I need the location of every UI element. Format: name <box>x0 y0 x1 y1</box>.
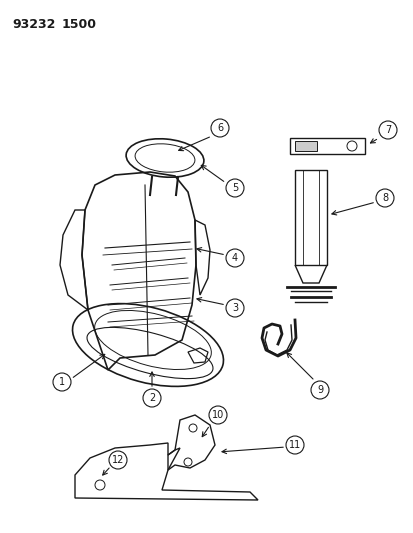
Text: 9: 9 <box>316 385 322 395</box>
Text: 12: 12 <box>112 455 124 465</box>
Text: 3: 3 <box>231 303 237 313</box>
FancyBboxPatch shape <box>294 141 316 151</box>
Text: 6: 6 <box>216 123 223 133</box>
Text: 1: 1 <box>59 377 65 387</box>
Text: 11: 11 <box>288 440 300 450</box>
Text: 4: 4 <box>231 253 237 263</box>
FancyBboxPatch shape <box>294 170 326 265</box>
Text: 5: 5 <box>231 183 237 193</box>
Text: 7: 7 <box>384 125 390 135</box>
Text: 93232: 93232 <box>12 18 55 31</box>
Text: 8: 8 <box>381 193 387 203</box>
Text: 1500: 1500 <box>62 18 97 31</box>
Text: 10: 10 <box>211 410 223 420</box>
Text: 2: 2 <box>149 393 155 403</box>
FancyBboxPatch shape <box>289 138 364 154</box>
